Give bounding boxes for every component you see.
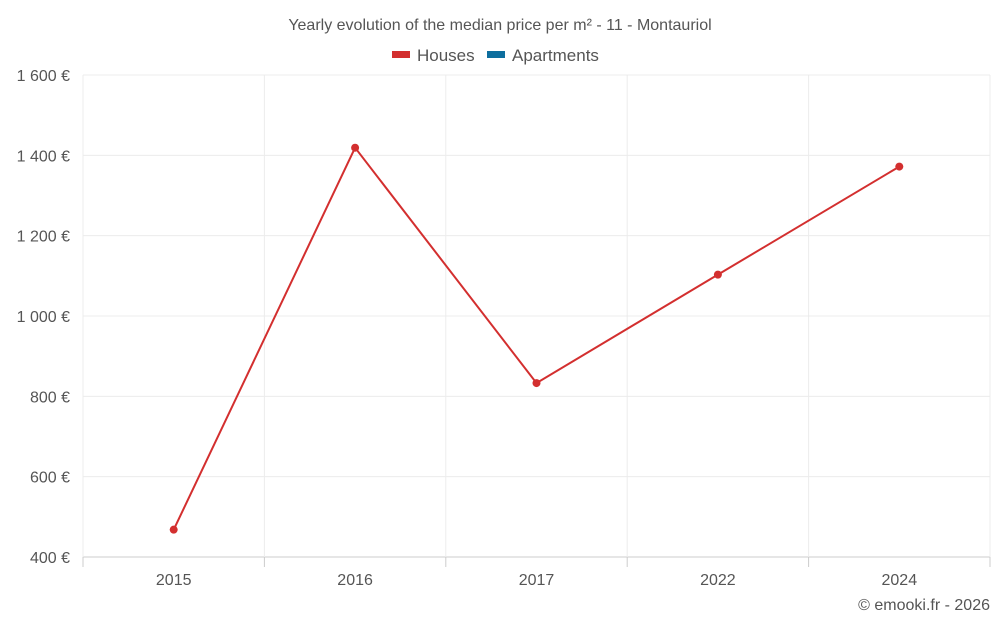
series-line-houses	[172, 146, 900, 531]
x-tick-label: 2022	[700, 572, 736, 589]
legend: Houses Apartments	[392, 46, 599, 65]
data-point-houses[interactable]	[351, 143, 360, 152]
data-point-houses[interactable]	[532, 379, 541, 388]
x-tick-label: 2015	[156, 572, 192, 589]
data-point-houses[interactable]	[713, 270, 722, 279]
y-tick-label: 1 600 €	[17, 68, 70, 85]
y-tick-label: 1 000 €	[17, 309, 70, 326]
y-tick-label: 800 €	[30, 389, 70, 406]
y-tick-label: 1 400 €	[17, 148, 70, 165]
x-tick-label: 2024	[882, 572, 918, 589]
credit-text: © emooki.fr - 2026	[858, 597, 990, 614]
series-layer	[169, 143, 904, 534]
data-point-houses[interactable]	[169, 525, 178, 534]
chart-title: Yearly evolution of the median price per…	[288, 17, 711, 34]
legend-swatch-houses	[392, 51, 410, 58]
x-tick-label: 2016	[337, 572, 373, 589]
legend-label-houses[interactable]: Houses	[417, 46, 475, 65]
y-tick-label: 400 €	[30, 550, 70, 567]
legend-label-apartments[interactable]: Apartments	[512, 46, 599, 65]
y-tick-label: 600 €	[30, 470, 70, 487]
x-tick-label: 2017	[519, 572, 555, 589]
grid	[82, 74, 991, 558]
x-axis: 2015 2016 2017 2022 2024	[82, 557, 991, 589]
y-tick-label: 1 200 €	[17, 229, 70, 246]
legend-swatch-apartments	[487, 51, 505, 58]
y-axis: 400 € 600 € 800 € 1 000 € 1 200 € 1 400 € 1 60…	[17, 68, 70, 567]
data-point-houses[interactable]	[895, 162, 904, 171]
